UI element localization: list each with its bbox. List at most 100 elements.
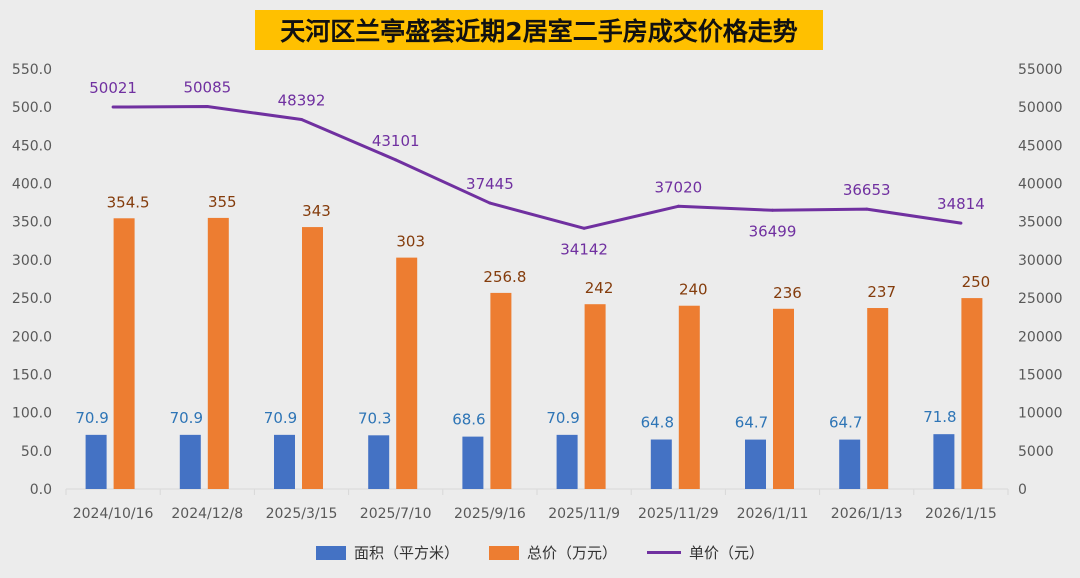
data-label-total-price: 240	[679, 281, 708, 299]
y-right-tick-label: 30000	[1018, 253, 1063, 269]
y-left-tick-label: 550.0	[12, 62, 52, 78]
y-left-tick-label: 0.0	[30, 482, 52, 498]
point-unit-price	[959, 221, 963, 225]
data-label-total-price: 256.8	[483, 268, 526, 286]
y-right-tick-label: 20000	[1018, 329, 1063, 345]
data-label-area: 64.7	[735, 414, 768, 432]
y-left-tick-label: 100.0	[12, 406, 52, 422]
bar-area	[368, 435, 390, 489]
data-label-unit-price: 36653	[843, 181, 891, 199]
y-left-tick-label: 50.0	[21, 444, 52, 460]
legend-swatch-unit-price	[647, 551, 681, 554]
y-right-tick-label: 25000	[1018, 291, 1063, 307]
y-right-tick-label: 55000	[1018, 62, 1063, 78]
bar-total-price	[490, 292, 512, 489]
data-label-unit-price: 34142	[560, 240, 608, 258]
data-label-area: 64.7	[829, 414, 862, 432]
y-right-tick-label: 10000	[1018, 406, 1063, 422]
bar-total-price	[302, 227, 323, 489]
x-tick-label: 2024/12/8	[171, 506, 243, 522]
data-label-total-price: 355	[208, 193, 237, 211]
x-tick-label: 2025/11/29	[638, 506, 719, 522]
data-label-area: 71.8	[923, 408, 956, 426]
bar-total-price	[396, 257, 418, 489]
y-right-tick-label: 5000	[1018, 444, 1054, 460]
x-tick-label: 2024/10/16	[73, 506, 154, 522]
legend-label-area: 面积（平方米）	[353, 544, 459, 562]
point-unit-price	[488, 201, 492, 205]
legend-label-total-price: 总价（万元）	[526, 544, 617, 562]
data-label-area: 70.9	[264, 409, 297, 427]
data-label-area: 70.9	[75, 409, 108, 427]
legend-item-total-price[interactable]: 总价（万元）	[488, 542, 617, 563]
data-label-unit-price: 50021	[89, 79, 137, 97]
bar-area	[839, 439, 861, 489]
data-label-area: 64.8	[641, 414, 674, 432]
bar-area	[556, 434, 578, 489]
y-right-tick-label: 35000	[1018, 215, 1063, 231]
y-left-tick-label: 300.0	[12, 253, 52, 269]
bar-total-price	[113, 218, 135, 490]
data-label-total-price: 242	[585, 279, 614, 297]
legend-item-area[interactable]: 面积（平方米）	[315, 542, 459, 563]
data-label-unit-price: 50085	[183, 79, 231, 97]
point-unit-price	[394, 158, 398, 162]
legend-item-unit-price[interactable]: 单价（元）	[647, 542, 764, 563]
bars-group	[85, 217, 983, 490]
point-unit-price	[300, 117, 303, 121]
bar-total-price	[867, 308, 889, 489]
legend: 面积（平方米） 总价（万元） 单价（元）	[0, 542, 1080, 563]
data-label-total-price: 250	[962, 273, 991, 291]
x-tick-label: 2025/9/16	[454, 506, 526, 522]
x-tick-label: 2026/1/11	[737, 506, 809, 522]
point-unit-price	[111, 105, 115, 109]
y-left-tick-label: 200.0	[12, 329, 52, 345]
data-label-unit-price: 37445	[466, 175, 514, 193]
x-tick-label: 2025/7/10	[360, 506, 432, 522]
line-group	[111, 105, 963, 230]
y-left-tick-label: 400.0	[12, 177, 52, 193]
point-unit-price	[771, 208, 774, 212]
point-unit-price	[582, 226, 586, 230]
x-tick-label: 2025/3/15	[266, 506, 338, 522]
legend-swatch-total-price	[488, 545, 519, 560]
y-left-tick-label: 250.0	[12, 291, 52, 307]
y-left-tick-label: 350.0	[12, 215, 52, 231]
y-left-tick-label: 500.0	[12, 100, 52, 116]
point-unit-price	[205, 105, 209, 109]
bar-area	[274, 434, 295, 489]
bar-area	[650, 439, 672, 489]
bar-area	[462, 436, 484, 489]
data-label-unit-price: 37020	[654, 178, 702, 196]
bar-total-price	[207, 217, 229, 489]
bar-area	[745, 439, 766, 489]
data-label-total-price: 236	[773, 284, 802, 302]
point-unit-price	[676, 204, 680, 208]
data-label-unit-price: 48392	[278, 91, 326, 109]
bar-total-price	[584, 304, 606, 489]
legend-label-unit-price: 单价（元）	[689, 544, 765, 562]
line-unit-price	[113, 105, 962, 230]
bar-total-price	[773, 308, 794, 489]
x-tick-label: 2026/1/15	[925, 506, 997, 522]
data-label-total-price: 303	[396, 233, 425, 251]
legend-swatch-area	[315, 545, 346, 560]
chart-title: 天河区兰亭盛荟近期2居室二手房成交价格走势	[280, 17, 798, 46]
data-label-area: 70.3	[358, 409, 391, 427]
bar-area	[85, 434, 107, 489]
data-label-total-price: 354.5	[107, 193, 150, 211]
data-label-unit-price: 43101	[372, 132, 420, 150]
chart-title-box: 天河区兰亭盛荟近期2居室二手房成交价格走势	[255, 10, 823, 50]
x-tick-label: 2025/11/9	[548, 506, 620, 522]
data-label-area: 68.6	[452, 411, 485, 429]
y-right-tick-label: 50000	[1018, 100, 1063, 116]
y-left-tick-label: 450.0	[12, 138, 52, 154]
data-label-unit-price: 36499	[749, 222, 797, 240]
y-right-tick-label: 15000	[1018, 367, 1063, 383]
data-label-total-price: 343	[302, 202, 331, 220]
y-right-tick-label: 40000	[1018, 177, 1063, 193]
data-label-total-price: 237	[867, 283, 896, 301]
x-tick-label: 2026/1/13	[831, 506, 903, 522]
